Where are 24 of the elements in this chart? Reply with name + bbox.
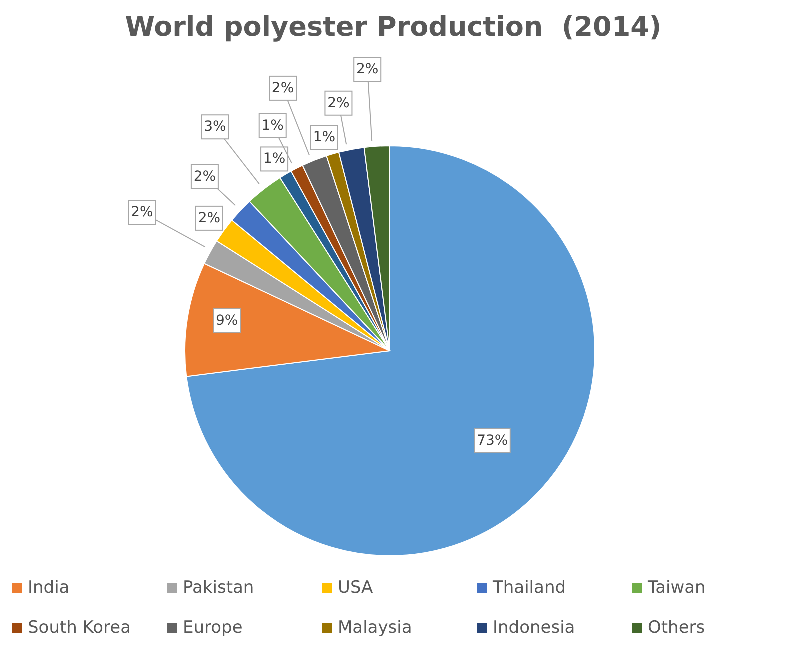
legend-label: Thailand — [493, 578, 566, 598]
legend-label: Malaysia — [338, 618, 412, 638]
data-label: 1% — [313, 130, 336, 146]
legend-label: Taiwan — [648, 578, 706, 598]
data-label: 73% — [477, 432, 508, 449]
data-label: 2% — [356, 62, 379, 78]
pie-slice — [186, 146, 596, 556]
legend-label: India — [28, 578, 70, 598]
data-label: 3% — [204, 119, 226, 136]
legend-label: Pakistan — [183, 578, 254, 598]
data-label: 2% — [131, 204, 154, 221]
legend-label: South Korea — [28, 618, 132, 638]
legend-label: Others — [648, 618, 706, 638]
data-label: 2% — [328, 95, 350, 112]
legend-label: Indonesia — [493, 618, 576, 638]
data-label: 1% — [262, 118, 284, 134]
legend-label: USA — [338, 578, 374, 598]
data-label: 1% — [263, 151, 286, 168]
data-label: 2% — [194, 168, 216, 185]
data-label: 2% — [272, 80, 294, 96]
legend-label: Europe — [183, 618, 243, 638]
chart-title: World polyester Production (2014) — [124, 12, 663, 43]
data-label: 9% — [216, 312, 238, 329]
data-label: 2% — [198, 210, 221, 226]
